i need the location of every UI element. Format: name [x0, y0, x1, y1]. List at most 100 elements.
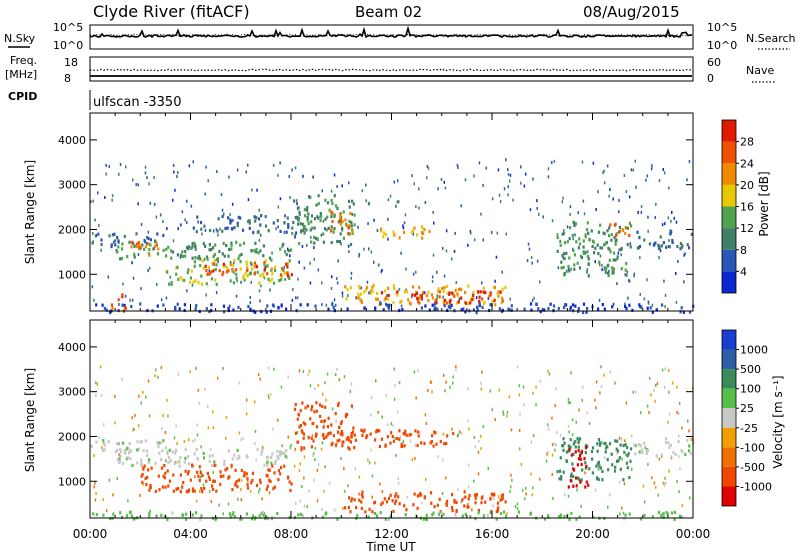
power-cell — [368, 247, 370, 251]
velocity-cell — [395, 492, 398, 496]
power-cell — [584, 233, 587, 237]
power-cell — [478, 303, 481, 307]
power-cell — [436, 307, 439, 311]
velocity-cell — [259, 480, 262, 485]
velocity-cell — [160, 466, 164, 470]
velocity-cell — [663, 484, 666, 487]
power-cell — [294, 233, 297, 237]
power-cell — [320, 233, 323, 237]
velocity-cell — [250, 481, 253, 485]
velocity-cell — [397, 481, 400, 485]
power-cell — [190, 204, 193, 208]
x-tick-label: 00:00 — [676, 527, 711, 541]
power-cell — [329, 210, 333, 214]
velocity-ylabel: Slant Range [km] — [23, 368, 37, 472]
power-cell — [640, 210, 643, 214]
power-cell — [229, 304, 231, 308]
power-cell — [375, 297, 378, 301]
power-cell — [568, 237, 571, 241]
power-cell — [611, 305, 614, 309]
velocity-cell — [187, 462, 191, 466]
velocity-cell — [532, 434, 535, 438]
power-cell — [347, 294, 349, 298]
power-cell — [495, 255, 498, 259]
power-cell — [385, 302, 387, 306]
velocity-cell — [655, 384, 657, 387]
velocity-cell — [551, 473, 553, 476]
power-cell — [561, 232, 564, 236]
power-cell — [424, 291, 426, 295]
velocity-cell — [199, 489, 201, 493]
velocity-cell — [296, 440, 299, 444]
velocity-cell — [140, 401, 142, 405]
power-cell — [594, 246, 597, 250]
velocity-cell — [577, 439, 580, 443]
power-cell — [628, 303, 631, 307]
power-cell — [443, 286, 446, 290]
power-cell — [156, 232, 159, 236]
power-cell — [647, 229, 649, 233]
velocity-cell — [279, 453, 282, 457]
velocity-cell — [255, 483, 258, 488]
power-ylabel: Slant Range [km] — [23, 160, 37, 264]
velocity-cell — [398, 381, 401, 385]
velocity-cell — [324, 405, 327, 409]
velocity-cell — [341, 431, 344, 435]
time-axis-label: Time UT — [365, 540, 416, 554]
velocity-cell — [149, 484, 152, 488]
velocity-cell — [502, 412, 505, 416]
velocity-cell — [315, 409, 318, 413]
power-cell — [232, 261, 235, 265]
velocity-cell — [622, 511, 625, 515]
velocity-cell — [321, 433, 324, 437]
velocity-cell — [569, 438, 572, 442]
power-colorbar-segment — [722, 120, 736, 142]
power-cell — [363, 247, 365, 251]
power-cell — [247, 163, 249, 167]
velocity-cell — [585, 464, 588, 469]
velocity-cell — [439, 440, 442, 444]
power-cell — [186, 289, 188, 293]
power-cell — [170, 282, 173, 286]
velocity-cell — [198, 476, 200, 480]
power-cell — [291, 168, 293, 172]
velocity-cell — [413, 370, 416, 374]
velocity-cell — [284, 454, 287, 458]
velocity-cell — [145, 395, 147, 399]
power-cell — [349, 242, 353, 247]
power-cell — [324, 227, 326, 231]
power-cell — [370, 250, 373, 254]
power-cell — [347, 199, 351, 203]
velocity-cell — [332, 434, 335, 438]
velocity-cell — [194, 475, 196, 479]
velocity-cell — [416, 430, 420, 434]
power-cell — [509, 173, 512, 177]
velocity-cell — [434, 431, 437, 435]
velocity-cell — [402, 440, 405, 444]
power-cell — [573, 253, 576, 257]
power-cell — [450, 303, 453, 307]
power-cell — [309, 261, 311, 265]
power-cell — [609, 188, 611, 192]
velocity-cell — [141, 472, 144, 477]
velocity-cell — [272, 427, 274, 431]
power-cell — [94, 234, 97, 238]
power-cell — [654, 216, 656, 219]
power-cell — [260, 284, 262, 288]
power-cell — [557, 306, 560, 311]
power-cell — [469, 229, 472, 233]
velocity-cell — [212, 479, 215, 483]
power-cell — [387, 198, 390, 202]
power-cell — [611, 266, 614, 270]
power-cell — [245, 170, 247, 174]
power-cell — [571, 303, 575, 307]
power-cell — [386, 297, 389, 301]
power-cell — [258, 289, 261, 293]
power-cell — [655, 308, 658, 312]
velocity-cell — [213, 463, 216, 468]
power-cell — [225, 244, 228, 248]
velocity-cell — [182, 481, 185, 485]
power-cell — [393, 233, 396, 237]
power-cell — [434, 300, 437, 304]
velocity-cell — [367, 515, 370, 519]
